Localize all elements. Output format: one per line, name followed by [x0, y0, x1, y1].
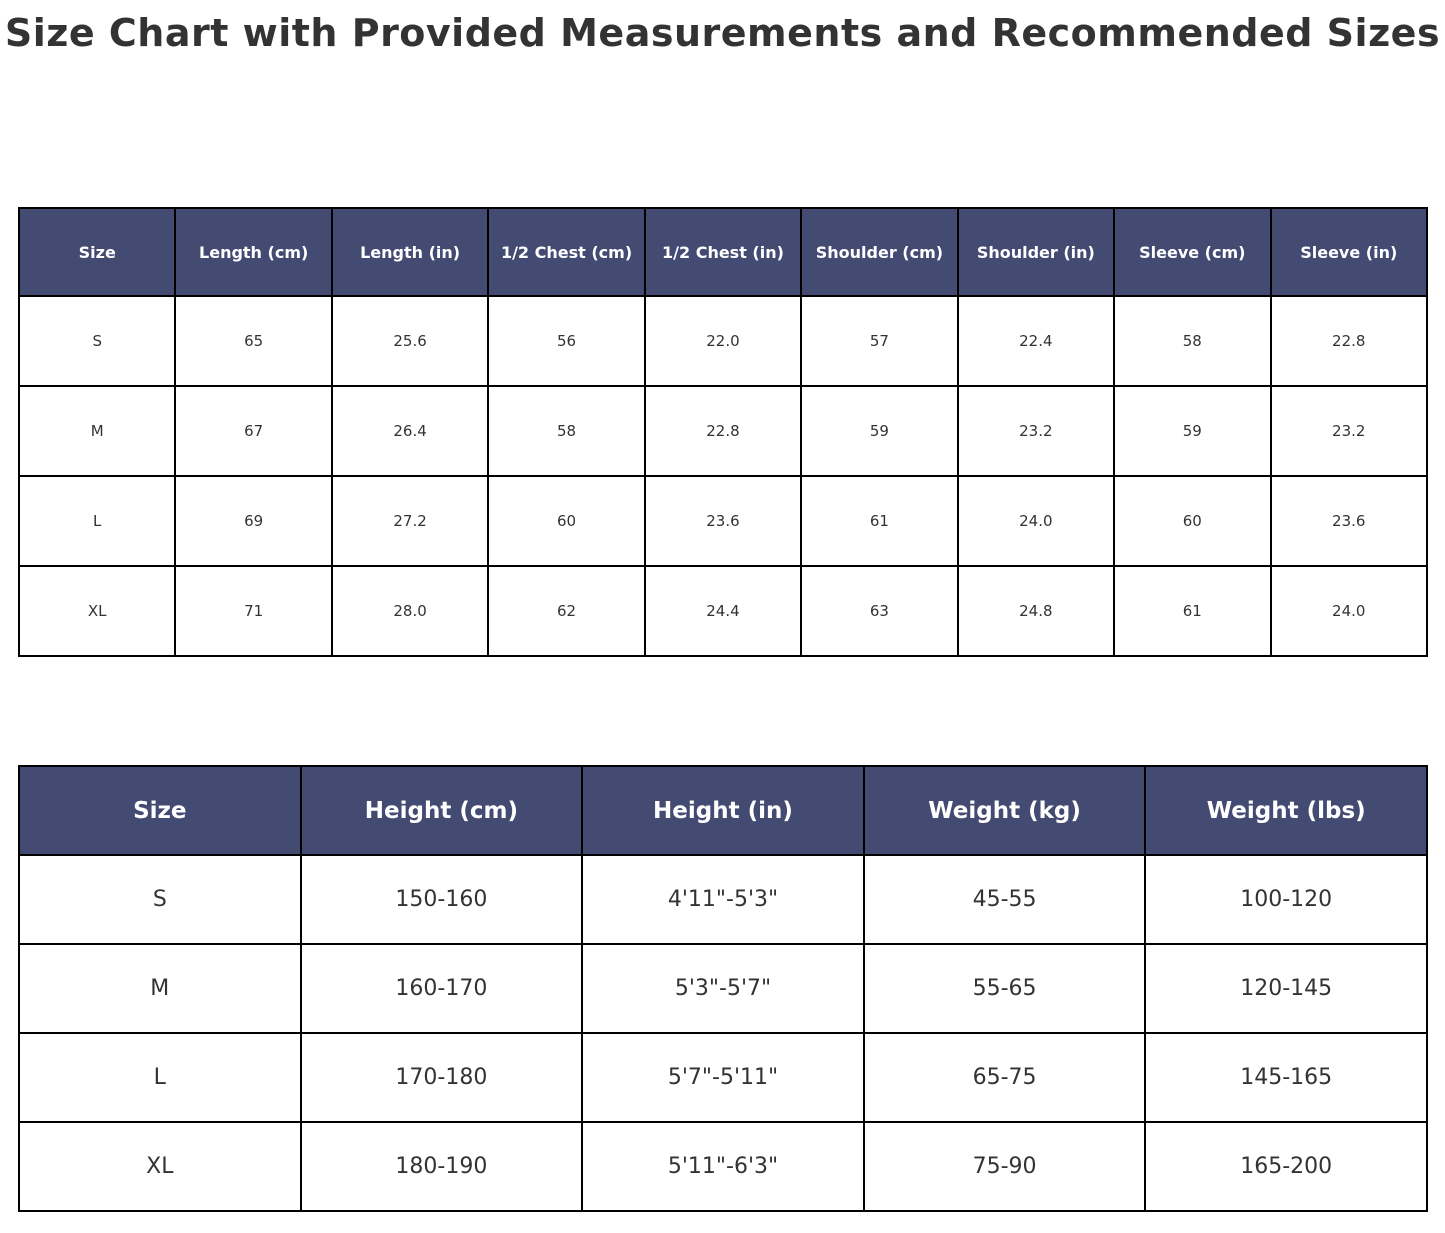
table-cell: 23.6 [1269, 475, 1428, 567]
table-cell: 160-170 [299, 943, 584, 1034]
table-cell: 58 [1113, 295, 1272, 387]
column-header: Size [17, 207, 177, 297]
table-cell: 5'3"-5'7" [581, 943, 865, 1034]
table-cell: 24.0 [956, 475, 1116, 567]
table-cell: 25.6 [330, 295, 490, 387]
table-cell: 24.8 [956, 565, 1116, 657]
table-cell: 23.6 [643, 475, 803, 567]
table-cell: XL [17, 565, 177, 657]
table-cell: 145-165 [1144, 1032, 1428, 1123]
table-cell: 67 [174, 385, 333, 477]
table-cell: 57 [800, 295, 959, 387]
recommended-sizes-table: Size Height (cm) Height (in) Weight (kg) Wei… [18, 765, 1428, 1212]
table-cell: 5'7"-5'11" [581, 1032, 865, 1123]
header-row: Size Height (cm) Height (in) Weight (kg) Wei… [18, 765, 1428, 856]
garment-measurements-table: Size Length (cm) Length (in) 1/2 Chest (cm)… [17, 207, 1428, 657]
table-row-S: S 150-160 4'11"-5'3" 45-55 100-120 [18, 854, 1428, 945]
table-cell: 165-200 [1144, 1121, 1428, 1212]
table-cell: 150-160 [299, 854, 584, 945]
table-cell: 120-145 [1144, 943, 1428, 1034]
column-header: Shoulder (in) [956, 207, 1116, 297]
page-title: Size Chart with Provided Measurements an… [4, 11, 1441, 55]
table-cell: 65-75 [862, 1032, 1147, 1123]
table-row-L: L 170-180 5'7"-5'11" 65-75 145-165 [18, 1032, 1428, 1123]
table-cell: 22.8 [643, 385, 803, 477]
table-cell: 22.8 [1269, 295, 1428, 387]
table-cell: 180-190 [299, 1121, 584, 1212]
table-cell: 61 [1113, 565, 1272, 657]
table-cell: 22.0 [643, 295, 803, 387]
table-cell: 75-90 [862, 1121, 1147, 1212]
header-row: Size Length (cm) Length (in) 1/2 Chest (cm)… [17, 207, 1428, 297]
table-row-L: L 69 27.2 60 23.6 61 24.0 60 23.6 [17, 475, 1428, 567]
table-cell: 59 [1113, 385, 1272, 477]
table-cell: 71 [174, 565, 333, 657]
table-cell: 170-180 [299, 1032, 584, 1123]
table-cell: S [17, 295, 177, 387]
table-cell: S [18, 854, 302, 945]
column-header: Sleeve (cm) [1113, 207, 1272, 297]
table-cell: 100-120 [1144, 854, 1428, 945]
table-cell: 58 [487, 385, 646, 477]
table-cell: 5'11"-6'3" [581, 1121, 865, 1212]
column-header: Height (cm) [299, 765, 584, 856]
table-cell: 45-55 [862, 854, 1147, 945]
column-header: Sleeve (in) [1269, 207, 1428, 297]
table-cell: 28.0 [330, 565, 490, 657]
table-cell: 56 [487, 295, 646, 387]
table-cell: XL [18, 1121, 302, 1212]
table-row-S: S 65 25.6 56 22.0 57 22.4 58 22.8 [17, 295, 1428, 387]
column-header: Height (in) [581, 765, 865, 856]
table-cell: 60 [487, 475, 646, 567]
column-header: Weight (kg) [862, 765, 1147, 856]
table-row-M: M 67 26.4 58 22.8 59 23.2 59 23.2 [17, 385, 1428, 477]
table-cell: M [18, 943, 302, 1034]
table-row-M: M 160-170 5'3"-5'7" 55-65 120-145 [18, 943, 1428, 1034]
table-cell: 69 [174, 475, 333, 567]
table-cell: 65 [174, 295, 333, 387]
table-cell: 62 [487, 565, 646, 657]
table-cell: 23.2 [1269, 385, 1428, 477]
column-header: Shoulder (cm) [800, 207, 959, 297]
table-cell: 24.0 [1269, 565, 1428, 657]
table-cell: M [17, 385, 177, 477]
table-cell: L [17, 475, 177, 567]
table-cell: 22.4 [956, 295, 1116, 387]
column-header: Weight (lbs) [1144, 765, 1428, 856]
column-header: 1/2 Chest (in) [643, 207, 803, 297]
table-cell: 27.2 [330, 475, 490, 567]
table-cell: 61 [800, 475, 959, 567]
column-header: Length (in) [330, 207, 490, 297]
table-cell: 24.4 [643, 565, 803, 657]
table-row-XL: XL 180-190 5'11"-6'3" 75-90 165-200 [18, 1121, 1428, 1212]
column-header: Size [18, 765, 302, 856]
column-header: 1/2 Chest (cm) [487, 207, 646, 297]
table-cell: 4'11"-5'3" [581, 854, 865, 945]
table-cell: 59 [800, 385, 959, 477]
table-cell: 63 [800, 565, 959, 657]
table-cell: L [18, 1032, 302, 1123]
table-cell: 55-65 [862, 943, 1147, 1034]
table-cell: 26.4 [330, 385, 490, 477]
table-cell: 60 [1113, 475, 1272, 567]
column-header: Length (cm) [174, 207, 333, 297]
table-row-XL: XL 71 28.0 62 24.4 63 24.8 61 24.0 [17, 565, 1428, 657]
table-cell: 23.2 [956, 385, 1116, 477]
